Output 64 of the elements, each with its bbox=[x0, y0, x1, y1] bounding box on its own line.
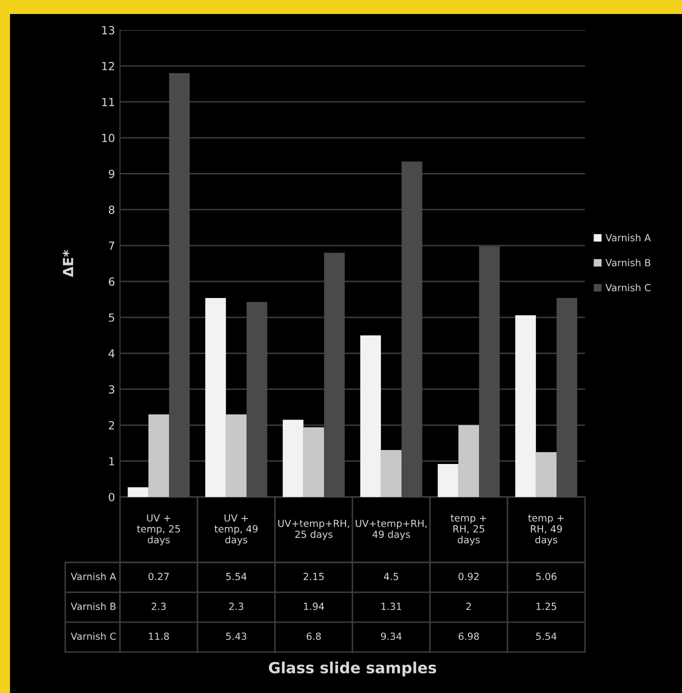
bar bbox=[205, 298, 226, 497]
data-label: 11.8 bbox=[148, 632, 169, 640]
text: Varnish C bbox=[70, 632, 116, 640]
data-label: 5.54 bbox=[536, 632, 557, 640]
data-label: 5.54 bbox=[226, 572, 247, 580]
bar bbox=[458, 425, 480, 497]
x-tick-label: temp + RH, 25 days bbox=[450, 514, 486, 546]
text: Varnish B bbox=[70, 602, 116, 610]
data-label: 2 bbox=[466, 602, 471, 610]
bar bbox=[380, 450, 402, 497]
text: Glass slide samples bbox=[268, 662, 436, 676]
x-tick-label: temp + RH, 49 days bbox=[528, 514, 564, 546]
legend-label: Varnish B bbox=[605, 258, 650, 266]
bar bbox=[479, 246, 500, 497]
y-tick-label: 10 bbox=[102, 134, 114, 142]
y-tick-label: 1 bbox=[109, 457, 114, 466]
text: Varnish A bbox=[70, 572, 116, 580]
data-label: 4.5 bbox=[384, 572, 398, 580]
y-tick-label: 8 bbox=[108, 206, 114, 214]
data-label: 1.94 bbox=[304, 602, 324, 610]
bar bbox=[438, 464, 458, 497]
y-tick-label: 0 bbox=[108, 492, 114, 502]
bar bbox=[128, 487, 148, 497]
bar bbox=[303, 427, 324, 497]
y-tick-label: 5 bbox=[108, 314, 114, 322]
bar bbox=[556, 298, 578, 497]
y-tick-label: 11 bbox=[102, 98, 114, 106]
y-tick-label: 6 bbox=[108, 277, 114, 286]
data-label: 2.3 bbox=[152, 602, 166, 610]
bar bbox=[282, 420, 304, 497]
bar bbox=[324, 252, 345, 497]
bar bbox=[169, 73, 190, 497]
y-tick-label: 9 bbox=[108, 170, 114, 178]
x-tick-label: UV + temp, 49 days bbox=[214, 514, 258, 546]
bar bbox=[226, 414, 247, 497]
x-tick-label: UV+temp+RH, 25 days bbox=[278, 520, 350, 540]
y-tick-label: 13 bbox=[102, 26, 114, 34]
bar bbox=[402, 161, 422, 497]
bar bbox=[246, 302, 268, 497]
x-tick-label: UV+temp+RH, 49 days bbox=[356, 520, 427, 540]
data-label: 2.15 bbox=[304, 572, 324, 580]
data-label: 1.25 bbox=[536, 602, 556, 610]
data-label: 0.92 bbox=[458, 572, 479, 580]
y-axis-title: ΔE* bbox=[62, 250, 74, 278]
data-label: 5.06 bbox=[536, 572, 556, 580]
data-label: 1.31 bbox=[381, 602, 402, 610]
y-tick-label: 7 bbox=[108, 242, 114, 250]
y-tick-label: 3 bbox=[108, 385, 114, 394]
data-label: 6.8 bbox=[306, 632, 321, 640]
legend-label: Varnish C bbox=[605, 284, 651, 292]
data-label: 2.3 bbox=[229, 602, 244, 610]
x-tick-label: UV + temp, 25 days bbox=[137, 514, 180, 546]
y-tick-label: 2 bbox=[108, 421, 114, 430]
data-label: 5.43 bbox=[226, 632, 246, 640]
y-tick-label: 4 bbox=[108, 349, 115, 358]
data-label: 6.98 bbox=[458, 632, 479, 640]
y-tick-label: 12 bbox=[102, 62, 114, 70]
bar bbox=[515, 315, 536, 497]
legend-label: Varnish A bbox=[605, 234, 651, 242]
bar bbox=[148, 414, 170, 497]
data-label: 0.27 bbox=[148, 572, 169, 580]
bar bbox=[536, 452, 557, 497]
bar bbox=[360, 335, 381, 497]
data-label: 9.34 bbox=[381, 632, 402, 640]
